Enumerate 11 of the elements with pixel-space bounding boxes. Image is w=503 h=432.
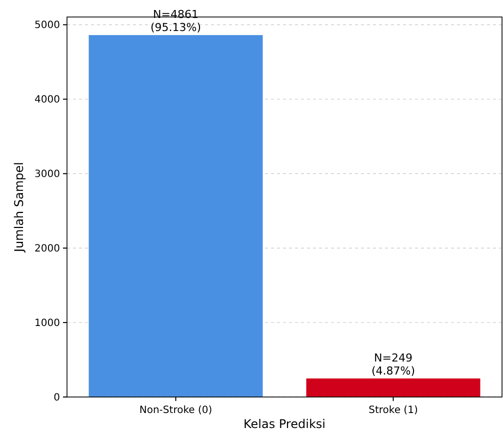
y-tick-label: 2000 (34, 244, 60, 255)
y-tick-label: 1000 (34, 318, 60, 330)
y-tick-label: 0 (54, 392, 60, 404)
y-tick-label: 4000 (34, 94, 60, 106)
y-axis-title: Jumlah Sampel (12, 162, 26, 253)
y-tick-label: 5000 (34, 20, 60, 32)
x-axis-title: Kelas Prediksi (244, 417, 326, 431)
x-tick-label: Non-Stroke (0) (139, 405, 212, 416)
x-tick-label: Stroke (1) (368, 405, 418, 416)
data-label: N=249 (4.87%) (371, 351, 416, 378)
y-tick-label: 3000 (34, 169, 60, 180)
